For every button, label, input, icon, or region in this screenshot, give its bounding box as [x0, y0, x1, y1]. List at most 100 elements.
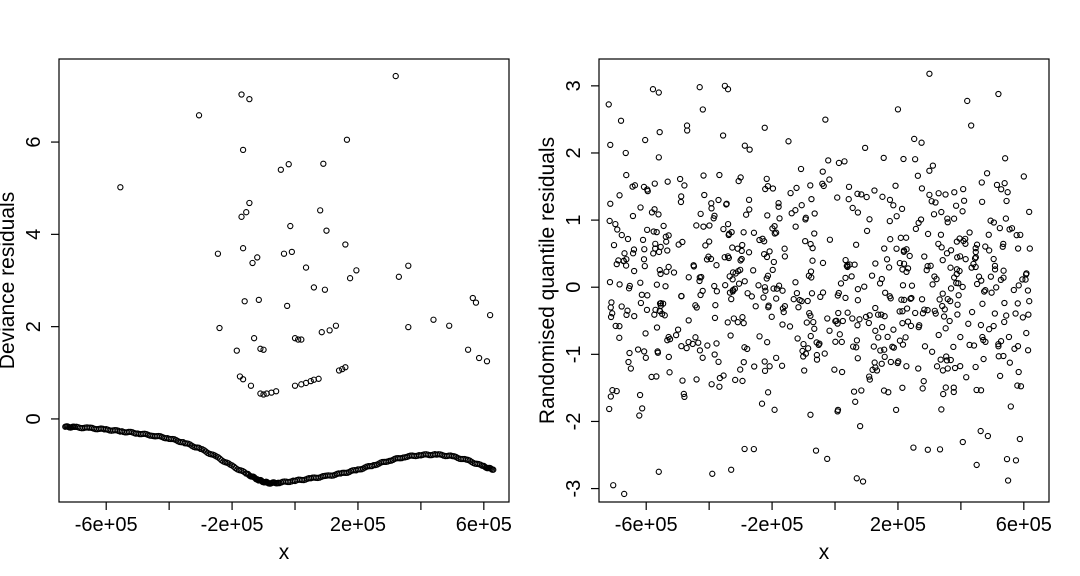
data-point — [911, 156, 919, 163]
data-point — [771, 230, 778, 237]
data-point — [241, 298, 248, 305]
data-point — [792, 279, 799, 286]
data-point — [696, 347, 704, 354]
data-point — [924, 446, 931, 453]
data-point — [939, 290, 946, 297]
data-point — [896, 259, 903, 267]
data-point — [696, 84, 703, 91]
data-point — [711, 282, 718, 290]
data-point — [854, 297, 862, 304]
data-point — [1019, 276, 1026, 283]
data-point — [342, 364, 349, 371]
data-point — [607, 393, 614, 400]
data-point — [653, 324, 661, 331]
data-point — [938, 244, 945, 251]
data-point — [842, 294, 849, 302]
data-point — [606, 217, 613, 225]
data-point — [1001, 155, 1009, 162]
data-point — [729, 276, 736, 283]
data-point — [977, 427, 984, 435]
data-point — [644, 292, 651, 299]
data-point — [1022, 276, 1029, 283]
data-point — [711, 212, 718, 219]
data-point — [1012, 457, 1020, 464]
data-point — [630, 246, 638, 253]
y-tick-label: 3 — [563, 80, 585, 91]
data-point — [882, 289, 889, 296]
data-point — [807, 332, 814, 340]
data-point — [117, 184, 124, 191]
data-point — [900, 260, 908, 267]
data-point — [881, 346, 888, 353]
data-point — [799, 347, 806, 355]
data-point — [876, 280, 884, 287]
data-point — [995, 343, 1002, 350]
data-point — [801, 367, 808, 374]
data-point — [856, 422, 864, 430]
data-point — [693, 222, 700, 229]
data-point — [946, 317, 953, 325]
data-point — [239, 146, 247, 154]
data-point — [678, 342, 685, 350]
data-point — [900, 247, 908, 254]
data-point — [990, 322, 997, 330]
data-point — [629, 250, 637, 257]
data-point — [810, 318, 817, 326]
y-tick-label: -2 — [563, 413, 585, 431]
data-points — [62, 72, 497, 487]
data-point — [811, 210, 818, 217]
data-point — [861, 144, 869, 152]
data-point — [430, 316, 437, 323]
data-point — [778, 362, 786, 369]
data-point — [1007, 403, 1014, 410]
data-point — [878, 323, 886, 331]
data-point — [800, 340, 807, 348]
data-point — [918, 296, 926, 303]
data-point — [991, 266, 999, 273]
data-point — [921, 253, 928, 260]
data-point — [250, 335, 258, 342]
data-point — [996, 224, 1004, 232]
data-point — [239, 376, 247, 383]
data-point — [405, 323, 412, 331]
data-point — [978, 179, 985, 186]
data-point — [612, 220, 619, 228]
data-point — [616, 323, 623, 330]
data-point — [257, 390, 264, 397]
data-point — [831, 366, 838, 373]
data-point — [623, 171, 630, 179]
data-point — [769, 225, 776, 232]
data-point — [937, 231, 945, 238]
data-point — [233, 347, 240, 354]
data-point — [615, 257, 622, 264]
data-point — [214, 250, 222, 257]
data-point — [623, 311, 630, 318]
data-point — [1017, 231, 1024, 238]
quantile-residuals-plot: -6e+05 -2e+05 2e+05 6e+05 -3 -2 -1 0 1 2 3 x Randomi… — [536, 58, 1052, 564]
data-point — [631, 182, 639, 189]
data-point — [1026, 208, 1033, 216]
data-point — [982, 243, 989, 250]
data-point — [741, 344, 748, 351]
data-point — [775, 282, 783, 289]
data-point — [741, 445, 748, 453]
data-point — [935, 240, 942, 247]
data-point — [1003, 312, 1010, 319]
data-point — [268, 389, 275, 396]
data-point — [715, 358, 722, 366]
data-point — [660, 222, 667, 230]
data-point — [947, 285, 955, 292]
data-point — [898, 296, 905, 303]
data-point — [752, 303, 759, 310]
data-point — [937, 356, 944, 363]
data-point — [740, 359, 747, 366]
data-point — [918, 185, 926, 192]
data-point — [720, 225, 727, 233]
plot-frame — [598, 58, 1050, 503]
data-point — [985, 326, 993, 333]
data-point — [854, 355, 861, 362]
data-point — [995, 90, 1002, 98]
data-point — [951, 364, 959, 372]
data-point — [1020, 173, 1027, 180]
data-point — [960, 197, 968, 204]
